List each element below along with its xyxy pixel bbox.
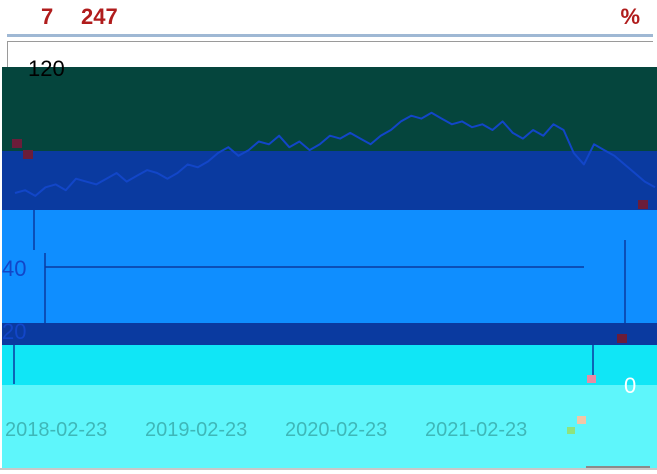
marker-e (587, 375, 596, 383)
series-line-0 (14, 111, 656, 197)
y-axis: 120 40 20 0 (2, 56, 636, 398)
y-tick-label: 120 (28, 56, 65, 81)
x-tick-label: 2019-02-23 (145, 419, 247, 441)
stat-value-b: 247 (81, 4, 118, 29)
x-tick-label: 2021-02-23 (425, 419, 527, 441)
band-navy-lower (2, 323, 657, 345)
band-pale-cyan (2, 385, 657, 468)
y-tick-label: 0 (624, 373, 636, 398)
y-tick-label: 20 (2, 319, 26, 344)
band-navy (2, 151, 657, 210)
percent-sign: % (620, 4, 640, 29)
marker-a (12, 139, 22, 148)
y-tick-label: 40 (2, 256, 26, 281)
x-axis: 2018-02-23 2019-02-23 2020-02-23 2021-02-23 (5, 419, 527, 441)
marker-g (567, 427, 575, 434)
bottom-border (0, 468, 657, 470)
decor-group (12, 139, 648, 434)
series-group (14, 111, 656, 197)
plot-frame-top (7, 41, 653, 42)
plot-frame-left (7, 41, 8, 67)
marker-c (638, 200, 648, 209)
stat-value-a: 7 (41, 4, 54, 29)
x-tick-label: 2018-02-23 (5, 419, 107, 441)
stats-header: 7 247 % (0, 0, 657, 34)
header-divider (7, 34, 653, 37)
marker-d (617, 334, 627, 343)
marker-f (577, 416, 586, 424)
band-dark-teal (2, 67, 657, 151)
band-cyan (2, 345, 657, 385)
marker-b (23, 150, 33, 159)
bottom-corner-mark (586, 466, 650, 468)
x-tick-label: 2020-02-23 (285, 419, 387, 441)
